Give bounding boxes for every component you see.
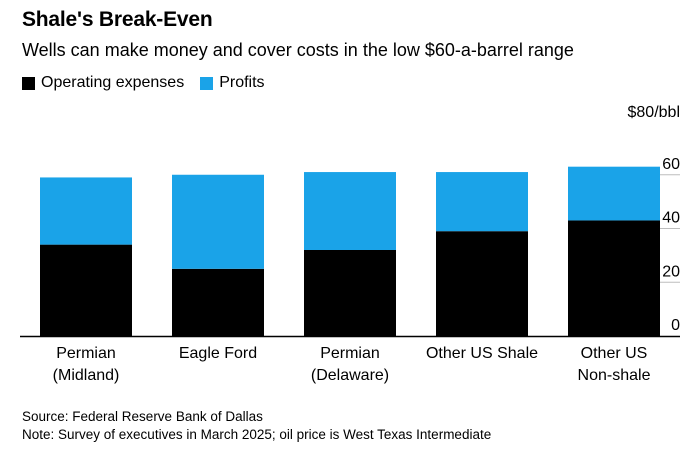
- chart-plot: 0 20 40 60 $80/bbl Permian (Midland) Eagle Ford…: [20, 104, 681, 384]
- y-tick-label-40: 40: [662, 210, 680, 227]
- legend-item-operating-expenses: Operating expenses: [22, 74, 184, 92]
- y-axis-top-label: $80/bbl: [628, 104, 681, 121]
- bar-operating-expenses-3: [304, 250, 396, 336]
- bar-operating-expenses-4: [436, 231, 528, 336]
- bar-operating-expenses-1: [40, 244, 132, 336]
- source-note: Source: Federal Reserve Bank of Dallas: [22, 409, 263, 424]
- bar-profits-2: [172, 174, 264, 269]
- footnote: Note: Survey of executives in March 2025…: [22, 427, 492, 442]
- bar-profits-4: [436, 172, 528, 232]
- legend-item-profits: Profits: [200, 74, 265, 92]
- chart-notes: Source: Federal Reserve Bank of Dallas N…: [22, 408, 491, 444]
- chart-title: Shale's Break-Even: [22, 8, 213, 31]
- x-tick-label-1-line-1: Permian: [56, 345, 116, 362]
- x-tick-label-2-line-1: Eagle Ford: [179, 345, 257, 362]
- legend: Operating expenses Profits: [22, 74, 281, 92]
- x-tick-label-4-line-1: Other US Shale: [426, 345, 538, 362]
- x-tick-label-1-line-2: (Midland): [53, 367, 120, 384]
- legend-swatch-profits: [200, 76, 214, 90]
- legend-swatch-operating-expenses: [22, 76, 35, 90]
- legend-label-profits: Profits: [219, 74, 265, 91]
- x-tick-label-5-line-2: Non-shale: [578, 367, 651, 384]
- y-tick-label-0: 0: [671, 317, 680, 334]
- bar-profits-5: [568, 166, 660, 221]
- x-tick-label-3-line-1: Permian: [320, 345, 380, 362]
- bar-profits-3: [304, 172, 396, 250]
- bar-operating-expenses-2: [172, 268, 264, 336]
- bar-profits-1: [40, 177, 132, 245]
- x-tick-label-3-line-2: (Delaware): [311, 367, 389, 384]
- y-tick-label-60: 60: [662, 156, 680, 173]
- y-tick-label-20: 20: [662, 263, 680, 280]
- chart-subtitle: Wells can make money and cover costs in …: [22, 40, 574, 60]
- legend-label-operating-expenses: Operating expenses: [41, 74, 185, 91]
- x-tick-label-5-line-1: Other US: [581, 345, 648, 362]
- bar-operating-expenses-5: [568, 220, 660, 336]
